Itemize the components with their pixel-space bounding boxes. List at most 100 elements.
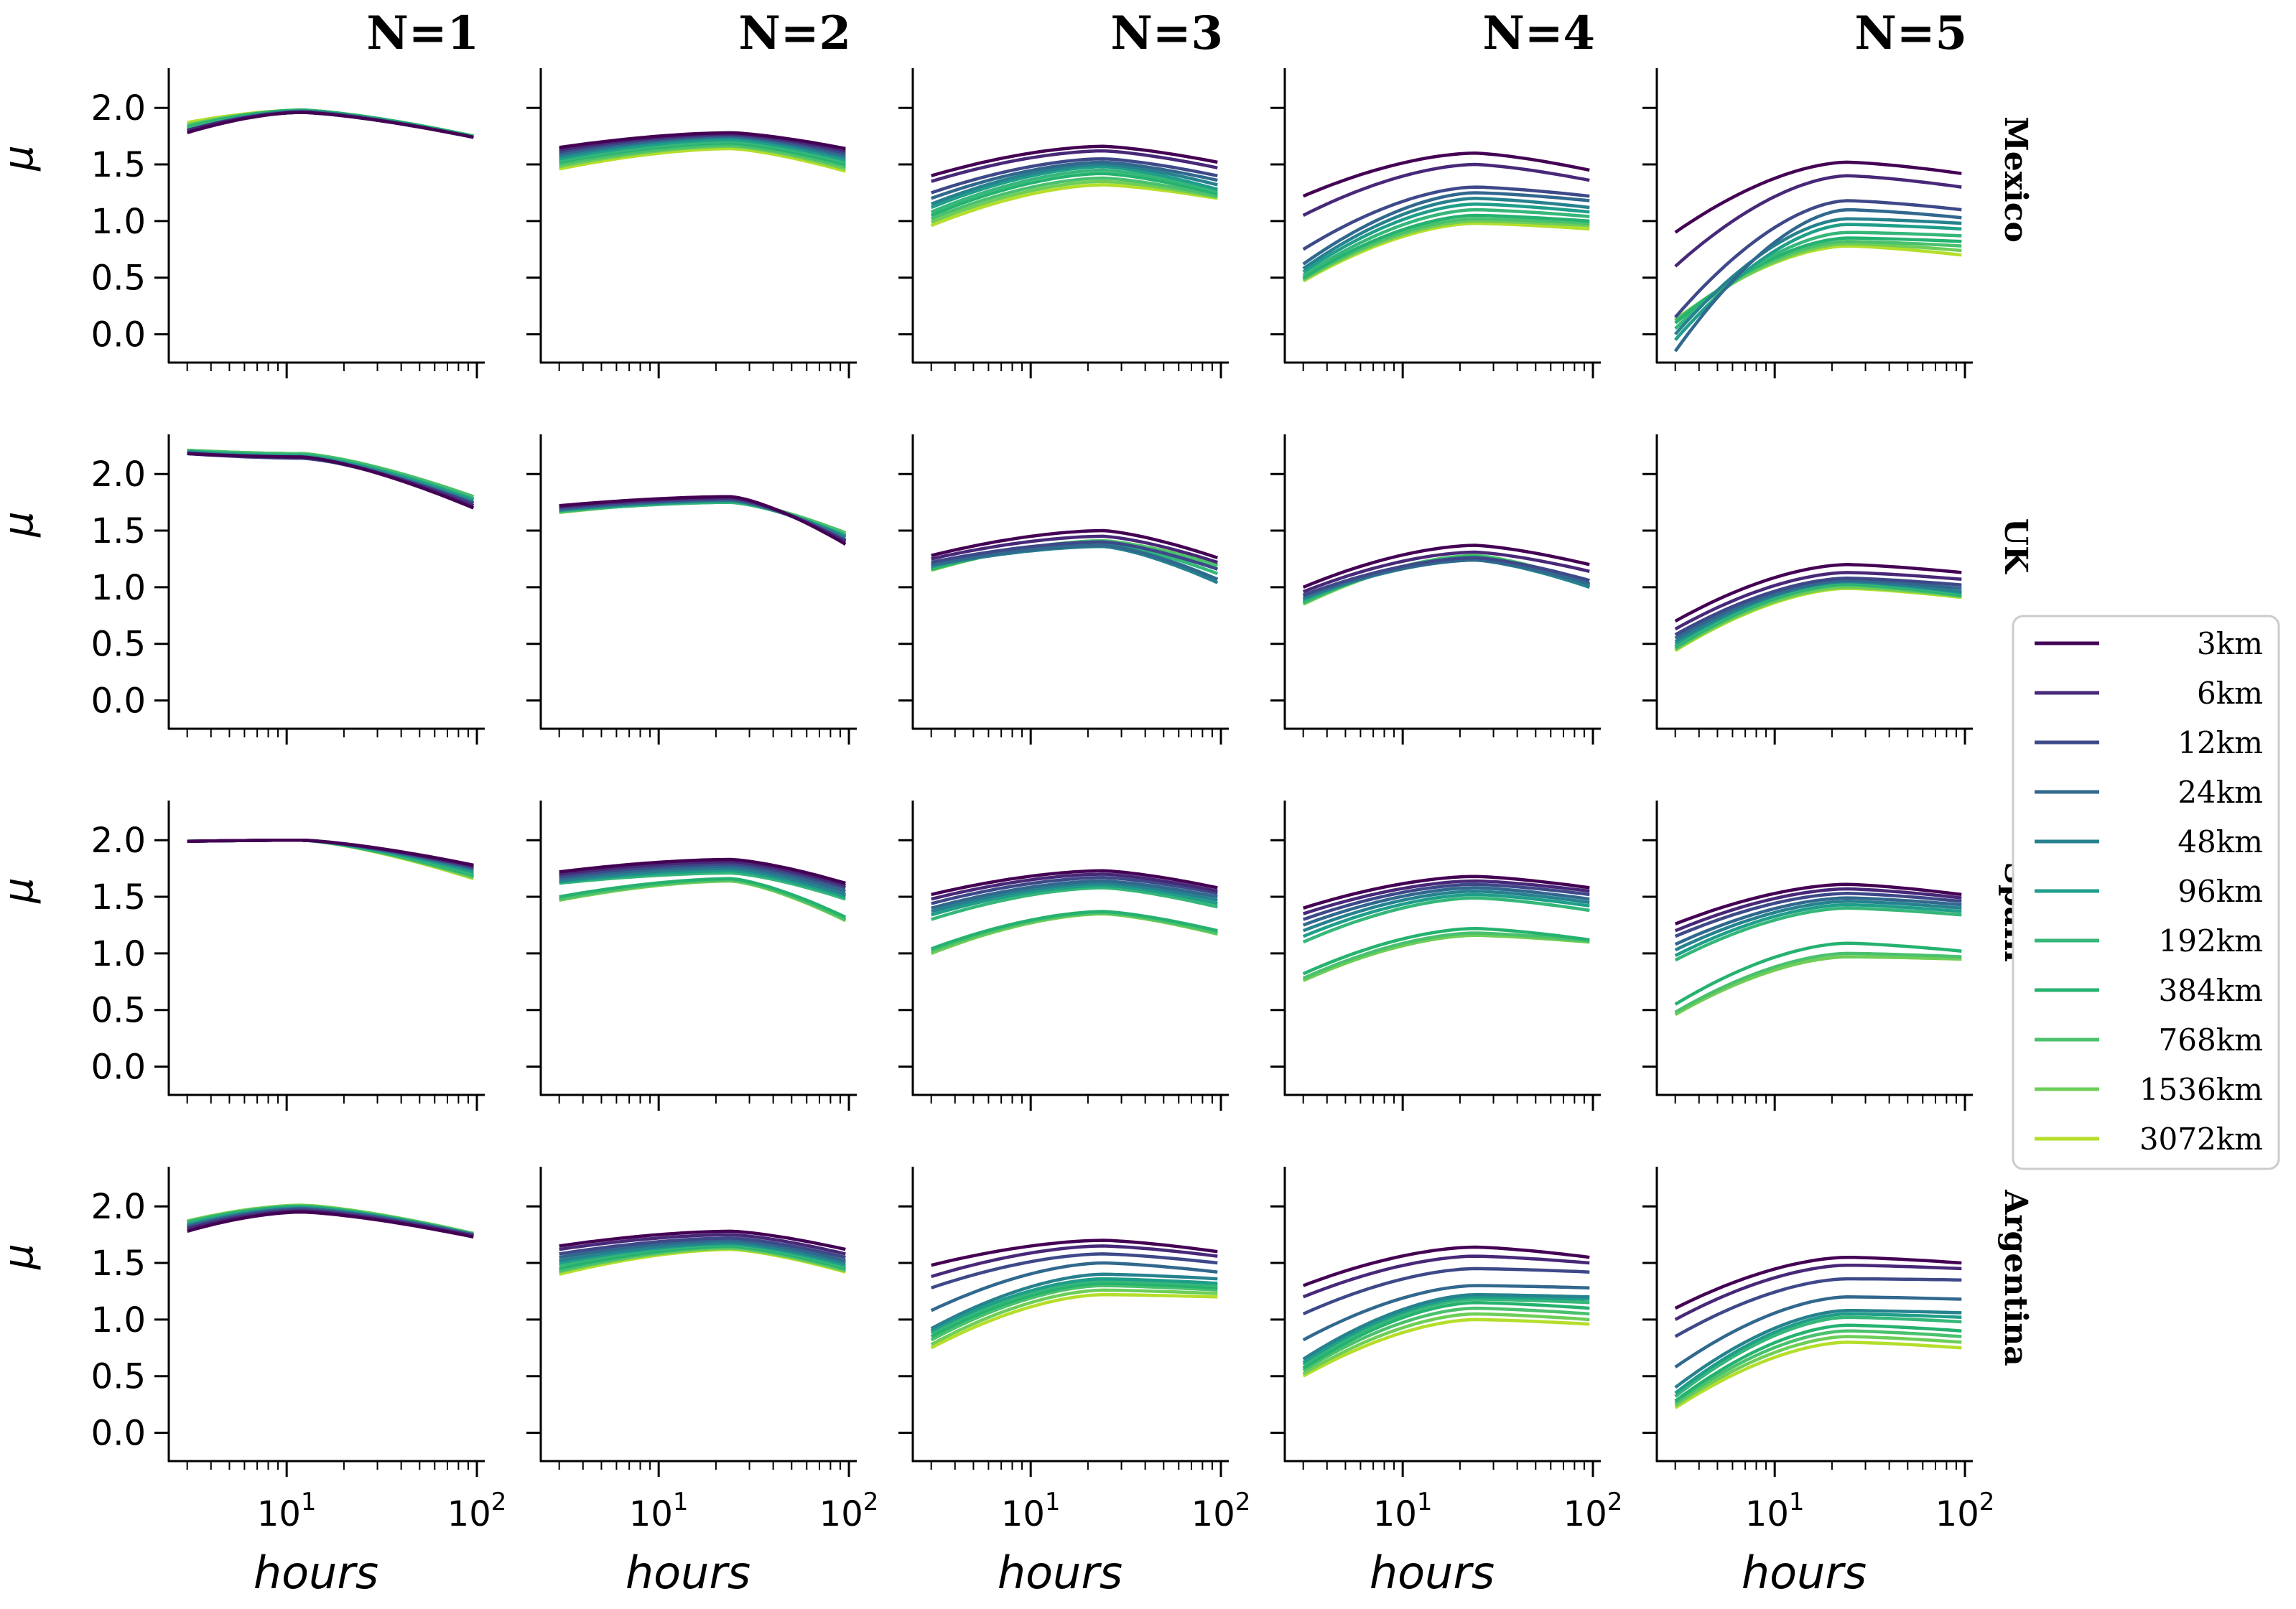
panel-mexico-N5 [1642, 68, 1973, 378]
legend-label: 6km [2197, 676, 2263, 711]
series-line-96km [930, 1277, 1218, 1333]
series-line-384km [930, 172, 1218, 218]
y-tick-label: 1.5 [91, 145, 146, 185]
series-line-24km [1302, 886, 1590, 927]
series-line-12km [1302, 1267, 1590, 1316]
series-line-192km [1302, 207, 1590, 277]
series-line-12km [1674, 1277, 1962, 1338]
series-line-12km [1302, 185, 1590, 251]
panel-mexico-N1: 0.0 0.5 1.0 1.5 2.0 [91, 68, 485, 378]
y-tick-label: 2.0 [91, 821, 146, 861]
series-line-3km [1674, 160, 1962, 234]
series-line-192km [559, 140, 846, 164]
series-line-6km [931, 1244, 1218, 1279]
panel-spain-N4 [1270, 801, 1601, 1111]
series-line-48km [1674, 1309, 1962, 1389]
series-line-6km [1302, 162, 1590, 218]
series-line-1536km [1674, 1335, 1962, 1407]
series-line-48km [1674, 217, 1962, 336]
series-line-192km [931, 886, 1218, 921]
y-tick-label: 1.0 [91, 202, 146, 242]
series-line-192km [1674, 906, 1962, 962]
panel-uk-N3 [898, 434, 1229, 745]
row-label: UK [1997, 518, 2034, 574]
series-line-3km [1302, 544, 1590, 589]
panel-uk-N4 [1270, 434, 1601, 745]
series-line-96km [559, 138, 846, 162]
y-tick-label: 1.5 [91, 1244, 146, 1284]
series-line-3km [1302, 1245, 1590, 1287]
series-line-48km [930, 162, 1218, 206]
series-line-6km [1674, 887, 1962, 933]
series-line-3km [187, 452, 475, 510]
legend-label: 192km [2159, 923, 2263, 959]
y-tick-label: 1.0 [91, 568, 146, 608]
series-line-12km [1302, 556, 1590, 597]
series-line-12km [559, 1236, 846, 1259]
x-axis-label: hours [626, 1547, 750, 1599]
x-tick-label: 101 [1001, 1488, 1061, 1534]
series-line-192km [930, 1279, 1218, 1335]
series-line-384km [1302, 1300, 1590, 1370]
series-line-3072km [1674, 1340, 1962, 1409]
panel-argentina-N5: 101 102 [1642, 1167, 1994, 1534]
series-line-768km [1302, 931, 1590, 980]
series-line-24km [1302, 558, 1590, 598]
series-line-96km [931, 884, 1218, 917]
x-tick-label: 102 [819, 1488, 879, 1534]
series-line-6km [1674, 571, 1962, 631]
y-axis-label: μ [0, 1244, 42, 1270]
series-line-48km [559, 1241, 846, 1265]
series-line-48km [1302, 197, 1590, 270]
series-line-384km [930, 1282, 1218, 1338]
series-line-96km [1302, 1295, 1590, 1364]
series-line-192km [1302, 1297, 1590, 1366]
series-line-384km [1674, 941, 1962, 1006]
series-line-192km [1674, 1315, 1962, 1398]
y-tick-label: 0.5 [91, 625, 146, 665]
series-line-12km [930, 1252, 1218, 1289]
series-line-3km [187, 111, 474, 139]
column-title: N=4 [1482, 6, 1595, 60]
legend-label: 24km [2178, 775, 2263, 810]
y-tick-label: 2.0 [91, 1187, 146, 1227]
series-line-6km [1303, 879, 1590, 915]
series-line-384km [930, 910, 1218, 951]
panel-mexico-N3 [898, 68, 1229, 378]
y-tick-label: 0.0 [91, 1048, 146, 1088]
series-line-48km [1302, 1292, 1590, 1361]
series-line-3km [559, 495, 847, 546]
series-line-96km [1674, 903, 1962, 958]
legend-label: 3072km [2139, 1121, 2263, 1157]
series-line-12km [931, 875, 1218, 905]
panel-uk-N2 [526, 434, 857, 745]
series-line-48km [559, 867, 846, 897]
series-line-3km [559, 1229, 846, 1251]
panel-argentina-N2: 101 102 [526, 1167, 878, 1534]
series-line-24km [559, 864, 846, 893]
series-line-384km [1674, 1323, 1962, 1403]
series-line-48km [1674, 900, 1962, 952]
series-line-6km [1674, 1263, 1962, 1321]
y-tick-label: 1.0 [91, 1300, 146, 1340]
x-axis-label: hours [254, 1547, 378, 1599]
legend-label: 384km [2159, 973, 2263, 1008]
series-line-1536km [1302, 933, 1590, 982]
y-tick-label: 1.5 [91, 877, 146, 918]
series-line-12km [559, 862, 846, 890]
row-label: Argentina [1997, 1189, 2034, 1366]
series-line-768km [1674, 240, 1962, 322]
series-line-768km [930, 176, 1218, 220]
legend-label: 96km [2178, 874, 2263, 909]
series-line-24km [1674, 579, 1962, 640]
x-tick-label: 102 [1935, 1488, 1995, 1534]
series-line-6km [559, 1233, 846, 1256]
series-line-384km [1302, 213, 1590, 279]
y-tick-label: 1.5 [91, 511, 146, 551]
series-line-1536km [930, 179, 1218, 224]
legend-label: 1536km [2139, 1072, 2263, 1107]
series-line-96km [1674, 1312, 1962, 1395]
x-tick-label: 101 [1745, 1488, 1805, 1534]
series-line-6km [931, 534, 1218, 564]
